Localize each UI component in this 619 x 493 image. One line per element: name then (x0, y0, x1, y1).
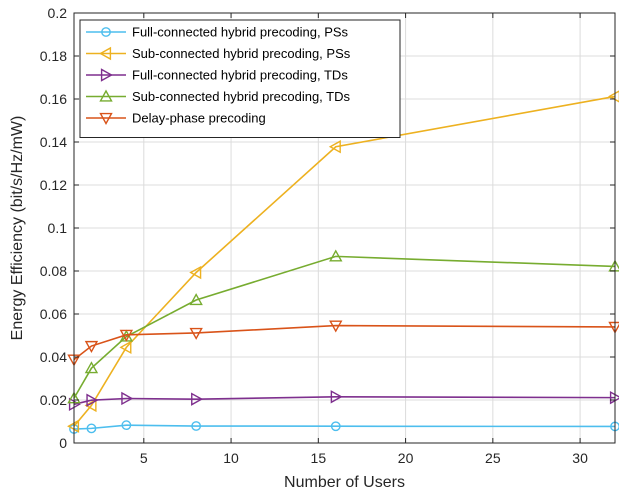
y-tick-label: 0.12 (40, 177, 67, 193)
data-point (330, 390, 343, 404)
y-tick-label: 0.02 (40, 392, 67, 408)
legend-item: Sub-connected hybrid precoding, TDs (86, 89, 350, 104)
data-point (84, 398, 97, 413)
data-point (329, 320, 343, 333)
legend-label: Sub-connected hybrid precoding, PSs (132, 46, 351, 61)
x-tick-label: 30 (572, 450, 588, 466)
legend-item: Full-connected hybrid precoding, PSs (86, 25, 349, 40)
data-point (609, 390, 619, 405)
series-line (73, 424, 616, 430)
data-point (191, 392, 204, 406)
y-tick-label: 0.16 (40, 91, 67, 107)
data-point (86, 423, 97, 434)
legend: Full-connected hybrid precoding, PSs Sub-… (79, 19, 401, 138)
legend-marker (101, 27, 111, 37)
legend-item: Full-connected hybrid precoding, TDs (86, 68, 348, 83)
data-point (328, 140, 341, 154)
y-tick-label: 0.2 (48, 5, 68, 21)
data-point (189, 293, 203, 306)
data-point (329, 249, 343, 262)
legend-label: Sub-connected hybrid precoding, TDs (132, 89, 350, 104)
y-tick-label: 0.08 (40, 263, 67, 279)
y-tick-label: 0.06 (40, 306, 67, 322)
x-axis-label: Number of Users (284, 474, 405, 491)
y-tick-label: 0.14 (40, 134, 67, 150)
legend-label: Full-connected hybrid precoding, TDs (132, 68, 348, 83)
y-tick-label: 0.04 (40, 349, 67, 365)
legend-marker (100, 68, 113, 82)
x-tick-label: 20 (398, 450, 414, 466)
x-tick-label: 25 (485, 450, 501, 466)
data-point (68, 397, 81, 411)
y-tick-label: 0.1 (48, 220, 68, 236)
data-point (121, 391, 134, 406)
legend-item: Delay-phase precoding (86, 111, 266, 126)
y-axis-label: Energy Efficiency (bit/s/Hz/mW) (9, 116, 26, 341)
series-layer (67, 90, 619, 434)
x-tick-label: 5 (140, 450, 148, 466)
legend-label: Full-connected hybrid precoding, PSs (132, 25, 349, 40)
data-point (189, 265, 202, 280)
x-tick-label: 10 (223, 450, 239, 466)
series-line (73, 95, 616, 427)
legend-label: Delay-phase precoding (132, 111, 266, 126)
y-tick-label: 0.18 (40, 48, 67, 64)
data-point (191, 421, 202, 431)
data-point (119, 340, 132, 355)
series-line (73, 395, 616, 406)
data-point (67, 419, 80, 433)
legend-marker (99, 46, 112, 61)
x-tick-label: 15 (311, 450, 327, 466)
data-point (84, 340, 99, 353)
series-line (73, 324, 616, 361)
series-3 (68, 390, 619, 411)
legend-marker (99, 112, 113, 125)
y-tick-label: 0 (59, 435, 67, 451)
legend-item: Sub-connected hybrid precoding, PSs (86, 46, 351, 61)
data-point (189, 327, 203, 340)
tick-layer: 5 10 15 20 25 30 0 0.02 0.04 0.06 0.08 0.1 0.12 0.14 0… (40, 5, 615, 466)
data-point (86, 393, 99, 407)
series-1 (69, 420, 619, 434)
series-line (73, 255, 616, 399)
data-point (84, 361, 99, 374)
legend-marker (99, 89, 113, 102)
series-5 (67, 320, 619, 367)
data-point (121, 420, 132, 431)
legend-box (79, 19, 401, 138)
data-point (119, 329, 134, 342)
data-point (330, 421, 341, 432)
